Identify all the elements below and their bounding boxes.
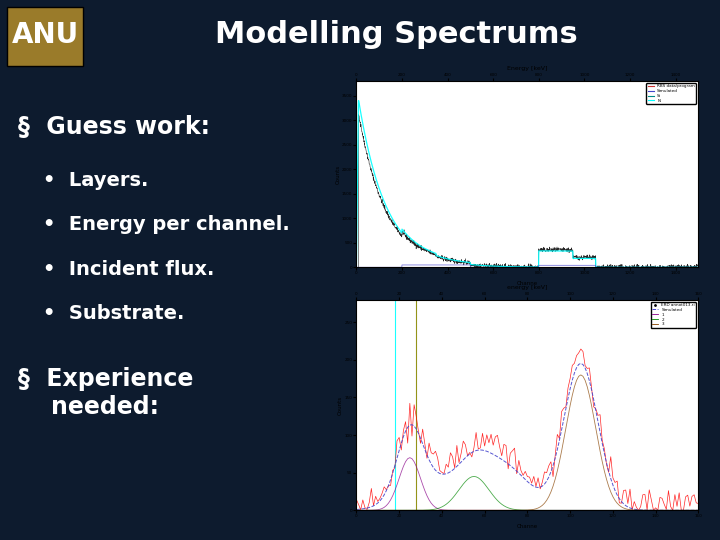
X-axis label: Channe: Channe — [517, 524, 538, 529]
Y-axis label: Counts: Counts — [338, 395, 343, 415]
Text: •  Layers.: • Layers. — [43, 171, 148, 190]
Text: Modelling Spectrums: Modelling Spectrums — [215, 21, 577, 50]
FancyBboxPatch shape — [7, 7, 83, 65]
Text: •  Incident flux.: • Incident flux. — [43, 260, 215, 279]
Text: ANU: ANU — [12, 21, 79, 49]
Title: Energy [keV]: Energy [keV] — [507, 66, 548, 71]
Title: energy [keV]: energy [keV] — [507, 285, 548, 290]
Text: •  Substrate.: • Substrate. — [43, 304, 184, 323]
Y-axis label: Counts: Counts — [336, 165, 341, 184]
Text: §  Guess work:: § Guess work: — [18, 115, 210, 139]
X-axis label: Channe: Channe — [517, 281, 538, 286]
Legend: RBS data/program, Simulated, Si, N: RBS data/program, Simulated, Si, N — [647, 83, 696, 104]
Text: §  Experience
    needed:: § Experience needed: — [18, 367, 194, 419]
Text: •  Energy per channel.: • Energy per channel. — [43, 215, 290, 234]
Legend: ERD annot013.ri, Simulated, 1, 2, 3: ERD annot013.ri, Simulated, 1, 2, 3 — [651, 302, 696, 328]
